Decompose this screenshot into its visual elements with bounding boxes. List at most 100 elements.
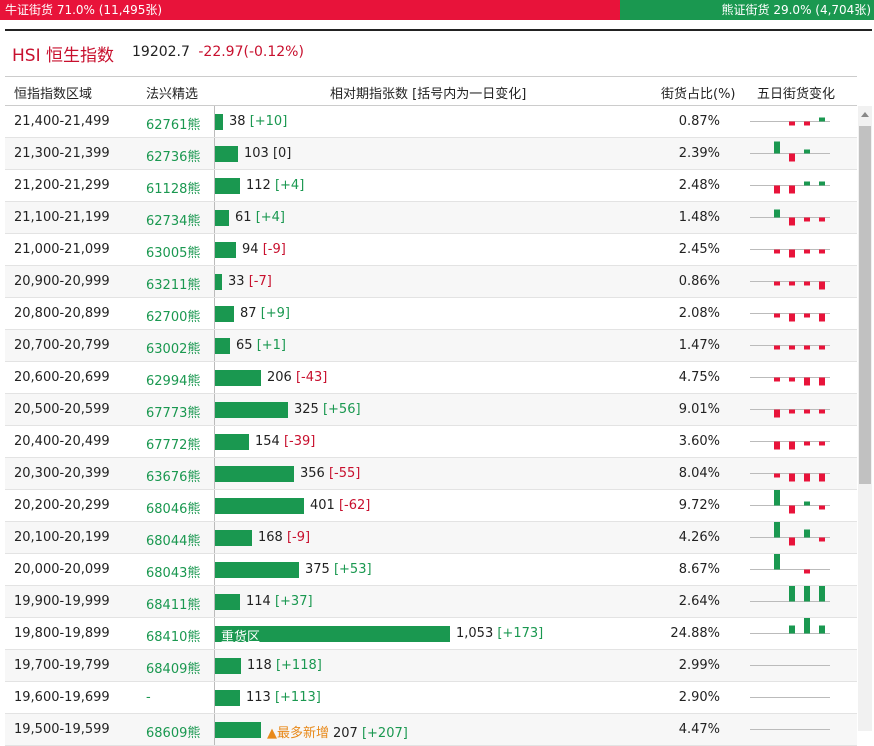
mini-chart-bar (774, 554, 780, 570)
row-product-code-link[interactable]: 67772熊 (146, 438, 201, 453)
row-product-code-link[interactable]: 68046熊 (146, 502, 201, 517)
quantity-value: 38 (229, 114, 246, 129)
row-percent: 2.48% (678, 178, 720, 193)
mini-chart-bar (804, 529, 810, 538)
row-product-code-link[interactable]: 68410熊 (146, 630, 201, 645)
mini-chart-bar (789, 473, 795, 482)
quantity-value: 103 (244, 146, 269, 161)
mini-chart-bar (804, 586, 810, 602)
table-row: 20,700-20,799 63002熊 65 [+1] 1.47% (5, 330, 857, 362)
row-product-code-link[interactable]: 63211熊 (146, 278, 201, 293)
row-product-code-link[interactable]: 62994熊 (146, 374, 201, 389)
quantity-bar (215, 562, 299, 578)
five-day-change-chart (750, 618, 830, 634)
row-product-code-link[interactable]: 62736熊 (146, 150, 201, 165)
row-percent: 2.08% (678, 306, 720, 321)
row-percent: 2.99% (678, 658, 720, 673)
quantity-change: [-9] (286, 530, 311, 545)
quantity-value: 114 (246, 594, 271, 609)
row-product-code-link[interactable]: 61128熊 (146, 182, 201, 197)
row-product-code-link[interactable]: 68044熊 (146, 534, 201, 549)
quantity-text: 65 [+1] (236, 338, 286, 353)
mini-chart-bar (819, 117, 825, 122)
quantity-value: 33 (228, 274, 245, 289)
row-product-code-link[interactable]: 63002熊 (146, 342, 201, 357)
mini-chart-bar (804, 409, 810, 414)
table-row: 19,600-19,699 - 113 [+113] 2.90% (5, 682, 857, 714)
quantity-bar (215, 370, 261, 386)
row-product-code-link[interactable]: 63005熊 (146, 246, 201, 261)
row-range: 20,700-20,799 (14, 338, 110, 353)
row-divider (214, 586, 215, 617)
quantity-change: [+1] (256, 338, 286, 353)
quantity-value: 113 (246, 690, 271, 705)
table-row: 21,100-21,199 62734熊 61 [+4] 1.48% (5, 202, 857, 234)
quantity-bar (215, 594, 240, 610)
vertical-scrollbar[interactable] (858, 106, 872, 731)
row-product-code-link[interactable]: 63676熊 (146, 470, 201, 485)
mini-chart-bar (789, 505, 795, 514)
mini-chart-bar (819, 281, 825, 290)
quantity-bar (215, 530, 252, 546)
five-day-change-chart (750, 117, 830, 126)
row-percent: 0.87% (678, 114, 720, 129)
mini-chart-bar (774, 249, 780, 254)
mini-chart-bar (789, 377, 795, 382)
quantity-value: 65 (236, 338, 253, 353)
mini-chart-bar (789, 281, 795, 286)
row-product-code-link[interactable]: 68409熊 (146, 662, 201, 677)
page-title: HSI 恒生指数 (12, 46, 114, 66)
five-day-change-chart (750, 729, 830, 730)
row-product-code-link[interactable]: 67773熊 (146, 406, 201, 421)
header-divider (5, 29, 872, 31)
mini-chart-bar (774, 473, 780, 478)
scrollbar-thumb[interactable] (859, 126, 871, 484)
mini-chart-bar (819, 249, 825, 254)
five-day-change-chart (750, 313, 830, 322)
cbbc-table-body: 21,400-21,499 62761熊 38 [+10] 0.87% 21,300-2… (5, 106, 857, 746)
quantity-change: [-62] (338, 498, 371, 513)
column-header-five-day: 五日街货变化 (757, 87, 836, 102)
quantity-change: [+118] (275, 658, 322, 673)
mini-chart-bar (774, 441, 780, 450)
quantity-text: 87 [+9] (240, 306, 290, 321)
mini-chart-bar (819, 313, 825, 322)
mini-chart-bar (789, 185, 795, 194)
row-product-code-link[interactable]: 62700熊 (146, 310, 201, 325)
row-range: 20,000-20,099 (14, 562, 110, 577)
quantity-value: 154 (255, 434, 280, 449)
mini-chart-bar (789, 586, 795, 602)
row-percent: 0.86% (678, 274, 720, 289)
quantity-text: 61 [+4] (235, 210, 285, 225)
table-row: 20,100-20,199 68044熊 168 [-9] 4.26% (5, 522, 857, 554)
mini-chart-bar (789, 313, 795, 322)
quantity-text: 206 [-43] (267, 370, 327, 385)
row-product-code-link[interactable]: 68609熊 (146, 726, 201, 741)
five-day-change-chart (750, 586, 830, 602)
quantity-bar (215, 114, 223, 130)
row-range: 21,200-21,299 (14, 178, 110, 193)
row-product-code-link[interactable]: 62734熊 (146, 214, 201, 229)
mini-chart-bar (804, 473, 810, 482)
mini-chart-bar (774, 313, 780, 318)
bear-outstanding-label: 熊证街货 29.0% (4,704张) (620, 0, 874, 20)
most-new-label: ▲最多新增 (267, 726, 329, 741)
table-row: 20,800-20,899 62700熊 87 [+9] 2.08% (5, 298, 857, 330)
quantity-change: [+10] (249, 114, 288, 129)
row-divider (214, 138, 215, 169)
row-percent: 8.04% (678, 466, 720, 481)
table-row: 20,000-20,099 68043熊 375 [+53] 8.67% (5, 554, 857, 586)
mini-chart-bar (804, 313, 810, 318)
quantity-text: 94 [-9] (242, 242, 286, 257)
quantity-bar (215, 626, 450, 642)
row-product-code-link[interactable]: 68411熊 (146, 598, 201, 613)
row-product-code-link[interactable]: 62761熊 (146, 118, 201, 133)
table-row: 20,500-20,599 67773熊 325 [+56] 9.01% (5, 394, 857, 426)
quantity-bar (215, 210, 229, 226)
mini-chart-bar (774, 185, 780, 194)
scroll-up-arrow-icon[interactable] (861, 112, 869, 117)
row-percent: 1.48% (678, 210, 720, 225)
quantity-value: 401 (310, 498, 335, 513)
row-product-code-link[interactable]: 68043熊 (146, 566, 201, 581)
row-divider (214, 554, 215, 585)
